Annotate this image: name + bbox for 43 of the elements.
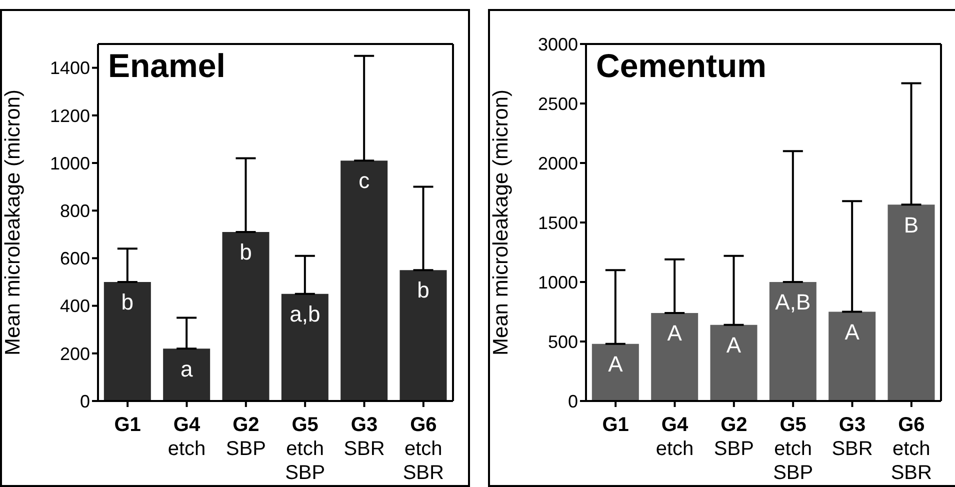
- data-label: A: [844, 319, 860, 344]
- y-tick-label: 200: [60, 344, 90, 364]
- data-label: A: [726, 332, 742, 358]
- data-label: A: [608, 352, 624, 376]
- y-tick-label: 800: [60, 200, 90, 221]
- x-tick-label: G2 SBP: [714, 414, 754, 460]
- x-tick-label: G6 etch SBR: [890, 414, 932, 484]
- y-tick-label: 1000: [538, 272, 578, 292]
- y-axis-title: Mean microleakage (micron): [489, 89, 512, 356]
- x-tick-label: G5 etch SBP: [285, 414, 326, 484]
- y-tick-label: 3000: [538, 34, 578, 54]
- x-tick-label: G1: [114, 414, 141, 436]
- y-tick-label: 2500: [538, 94, 578, 114]
- y-tick-label: 600: [60, 248, 90, 269]
- y-tick-label: 500: [548, 332, 578, 352]
- x-tick-label: G6 etch SBR: [402, 414, 444, 484]
- x-tick-label: G4 etch: [656, 414, 694, 460]
- y-tick-label: 0: [80, 391, 90, 412]
- data-label: b: [417, 278, 430, 303]
- chart-title: Enamel: [108, 47, 226, 85]
- x-tick-label: G2 SBP: [226, 414, 266, 460]
- data-label: b: [240, 240, 252, 265]
- data-label: b: [121, 290, 134, 315]
- y-tick-label: 400: [60, 296, 90, 316]
- data-label: A: [667, 320, 682, 346]
- data-label: A,B: [775, 290, 811, 315]
- y-tick-label: 1400: [50, 58, 90, 78]
- y-tick-label: 1500: [538, 212, 578, 233]
- data-label: a,b: [290, 302, 320, 327]
- chart-title: Cementum: [596, 47, 767, 85]
- data-label: B: [904, 212, 919, 238]
- x-tick-label: G3 SBR: [344, 414, 385, 460]
- y-tick-label: 0: [568, 391, 578, 412]
- y-tick-label: 2000: [538, 153, 578, 174]
- data-label: a: [180, 356, 194, 382]
- data-label: c: [358, 168, 370, 194]
- y-tick-label: 1200: [50, 106, 90, 126]
- x-tick-label: G4 etch: [168, 414, 206, 460]
- x-tick-label: G5 etch SBP: [773, 414, 814, 484]
- y-tick-label: 1000: [50, 153, 90, 174]
- x-tick-label: G3 SBR: [832, 414, 873, 460]
- x-tick-label: G1: [602, 414, 629, 436]
- y-axis-title: Mean microleakage (micron): [1, 89, 24, 356]
